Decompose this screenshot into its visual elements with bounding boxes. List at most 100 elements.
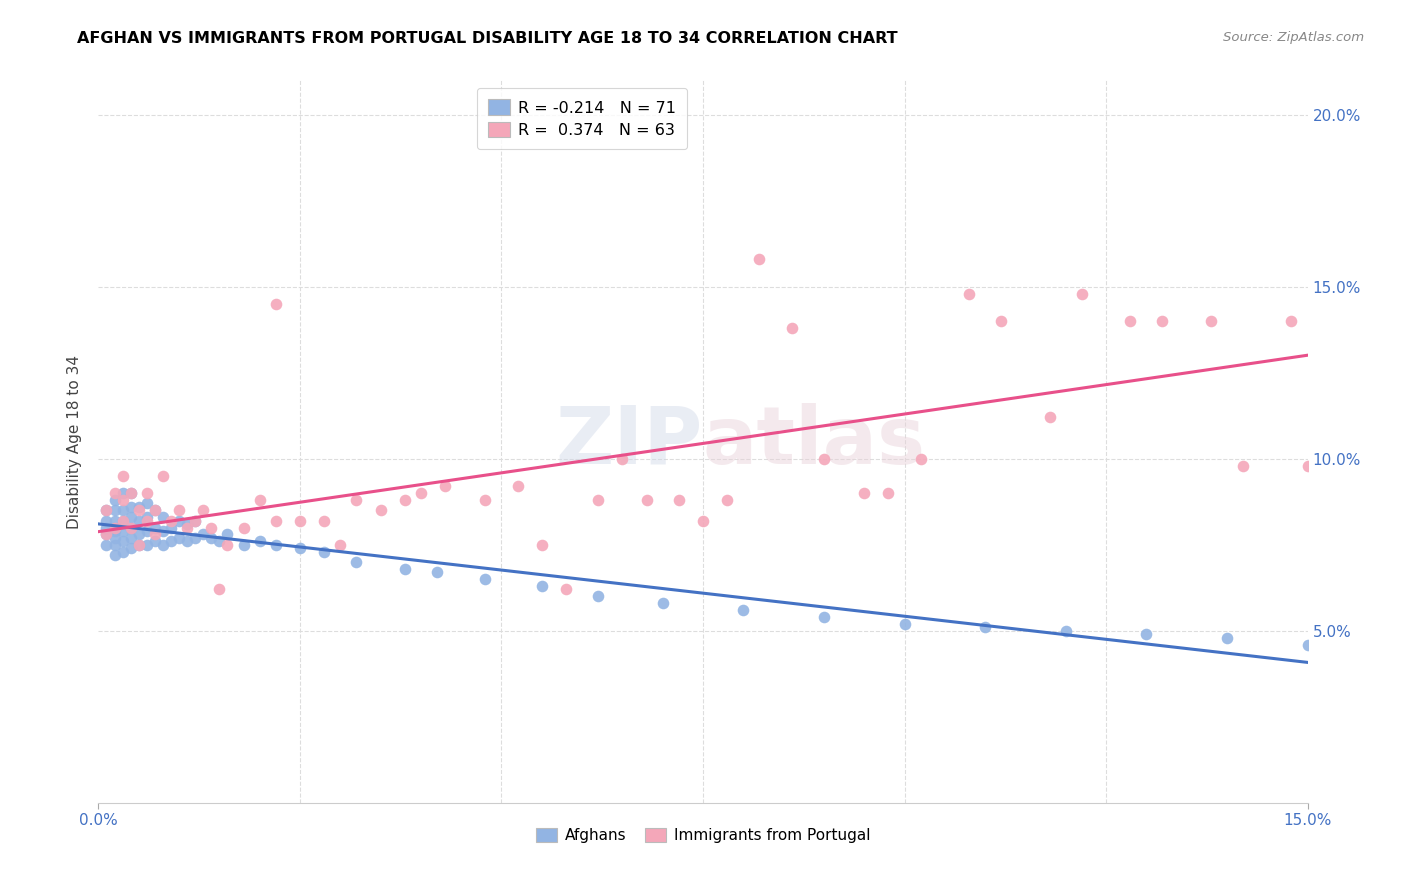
Point — [474, 493, 496, 508]
Point — [217, 527, 239, 541]
Point — [1281, 314, 1303, 328]
Legend: Afghans, Immigrants from Portugal: Afghans, Immigrants from Portugal — [530, 822, 876, 849]
Point — [853, 486, 876, 500]
Point — [208, 582, 231, 597]
Point — [96, 538, 118, 552]
Point — [394, 562, 416, 576]
Point — [176, 520, 198, 534]
Point — [128, 538, 150, 552]
Point — [120, 520, 142, 534]
Point — [111, 514, 134, 528]
Point — [135, 496, 157, 510]
Point — [1232, 458, 1254, 473]
Point — [1135, 627, 1157, 641]
Point — [111, 534, 134, 549]
Point — [184, 514, 207, 528]
Point — [96, 514, 118, 528]
Point — [692, 514, 714, 528]
Text: AFGHAN VS IMMIGRANTS FROM PORTUGAL DISABILITY AGE 18 TO 34 CORRELATION CHART: AFGHAN VS IMMIGRANTS FROM PORTUGAL DISAB… — [77, 31, 898, 46]
Point — [193, 527, 215, 541]
Point — [530, 538, 553, 552]
Point — [152, 538, 174, 552]
Point — [434, 479, 457, 493]
Point — [152, 524, 174, 538]
Point — [612, 451, 634, 466]
Point — [314, 514, 336, 528]
Point — [370, 503, 392, 517]
Point — [1039, 410, 1062, 425]
Point — [128, 500, 150, 514]
Point — [96, 503, 118, 517]
Point — [184, 514, 207, 528]
Point — [232, 538, 254, 552]
Point — [409, 486, 432, 500]
Point — [128, 538, 150, 552]
Point — [135, 538, 157, 552]
Point — [426, 566, 449, 580]
Point — [103, 520, 125, 534]
Point — [120, 500, 142, 514]
Point — [748, 252, 770, 267]
Point — [160, 534, 183, 549]
Point — [668, 493, 690, 508]
Point — [555, 582, 578, 597]
Point — [143, 503, 166, 517]
Point — [530, 579, 553, 593]
Point — [314, 544, 336, 558]
Point — [103, 486, 125, 500]
Point — [217, 538, 239, 552]
Point — [128, 503, 150, 517]
Point — [264, 514, 287, 528]
Point — [344, 555, 367, 569]
Point — [111, 469, 134, 483]
Point — [877, 486, 900, 500]
Point — [1337, 286, 1360, 301]
Point — [990, 314, 1012, 328]
Point — [135, 514, 157, 528]
Point — [111, 486, 134, 500]
Point — [288, 541, 311, 556]
Point — [1199, 314, 1222, 328]
Point — [135, 486, 157, 500]
Point — [120, 531, 142, 545]
Point — [111, 524, 134, 538]
Point — [1296, 458, 1319, 473]
Point — [160, 514, 183, 528]
Point — [1119, 314, 1142, 328]
Point — [143, 503, 166, 517]
Text: ZIP: ZIP — [555, 402, 703, 481]
Point — [716, 493, 738, 508]
Point — [1070, 286, 1092, 301]
Point — [96, 520, 118, 534]
Point — [780, 321, 803, 335]
Point — [111, 503, 134, 517]
Point — [103, 514, 125, 528]
Point — [957, 286, 980, 301]
Point — [586, 493, 609, 508]
Point — [813, 610, 835, 624]
Point — [474, 572, 496, 586]
Point — [329, 538, 352, 552]
Point — [200, 520, 222, 534]
Point — [120, 541, 142, 556]
Point — [176, 517, 198, 532]
Point — [152, 469, 174, 483]
Point — [167, 514, 190, 528]
Point — [264, 538, 287, 552]
Point — [120, 486, 142, 500]
Point — [128, 527, 150, 541]
Point — [111, 493, 134, 508]
Point — [1054, 624, 1077, 638]
Point — [200, 531, 222, 545]
Point — [506, 479, 529, 493]
Text: Source: ZipAtlas.com: Source: ZipAtlas.com — [1223, 31, 1364, 45]
Point — [103, 538, 125, 552]
Point — [893, 616, 915, 631]
Point — [249, 493, 271, 508]
Point — [176, 534, 198, 549]
Y-axis label: Disability Age 18 to 34: Disability Age 18 to 34 — [67, 354, 83, 529]
Point — [813, 451, 835, 466]
Point — [143, 534, 166, 549]
Point — [135, 524, 157, 538]
Point — [232, 520, 254, 534]
